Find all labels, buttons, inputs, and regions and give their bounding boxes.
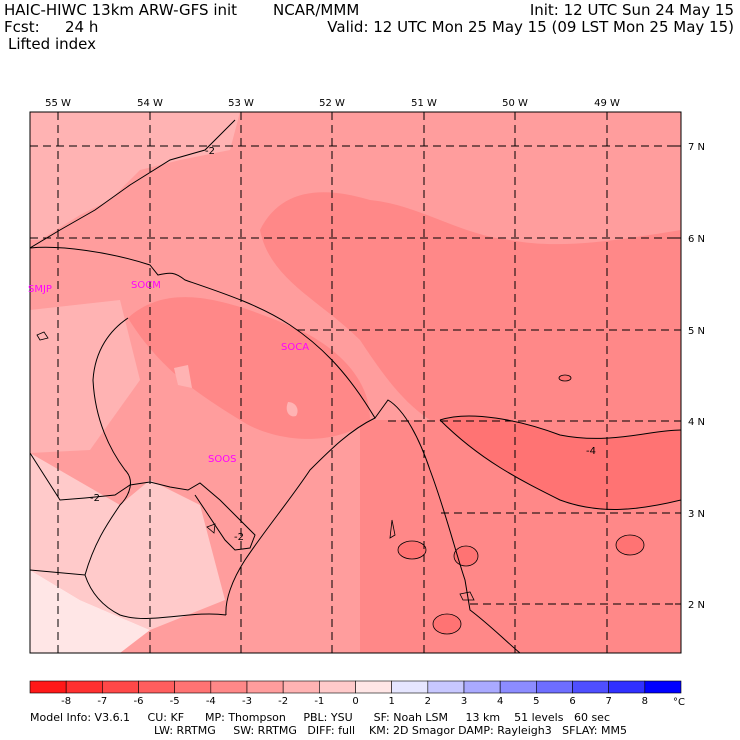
contour-blob bbox=[206, 523, 216, 534]
lat-lon-grid bbox=[30, 112, 681, 653]
init-time: Init: 12 UTC Sun 24 May 15 bbox=[529, 1, 734, 19]
colorbar-tick-label: 4 bbox=[497, 696, 503, 707]
lifted-index-field bbox=[30, 112, 681, 653]
footer-model-info: Model Info: V3.6.1 CU: KF MP: Thompson P… bbox=[30, 711, 610, 724]
station-smjp: SMJP bbox=[28, 284, 52, 295]
colorbar-segment bbox=[102, 680, 139, 694]
contour-blob-2 bbox=[389, 519, 396, 539]
border-suriname-guyana-fr bbox=[30, 317, 131, 576]
colorbar-tick-label: 7 bbox=[605, 696, 611, 707]
contour-minus4-south bbox=[439, 419, 681, 510]
colorbar-segment bbox=[138, 680, 175, 694]
frame-ticks bbox=[57, 112, 681, 605]
colorbar-tick-label: 3 bbox=[461, 696, 467, 707]
light-patch-2 bbox=[286, 402, 298, 417]
region-medium-central bbox=[260, 192, 681, 420]
colorbar-tick-label: -1 bbox=[314, 696, 324, 707]
colorbar-segment bbox=[644, 680, 682, 694]
colorbar-segment bbox=[210, 680, 248, 694]
colorbar-tick-label: -8 bbox=[61, 696, 71, 707]
lon-label-53: 53 W bbox=[228, 98, 254, 109]
colorbar-segment bbox=[391, 680, 429, 694]
region-strong-4 bbox=[440, 415, 681, 510]
region-lightest-sw bbox=[30, 570, 150, 653]
colorbar-tick-label: 8 bbox=[642, 696, 648, 707]
map-frame bbox=[29, 111, 682, 654]
colorbar-tick-label: 0 bbox=[352, 696, 358, 707]
station-socm: SOCM bbox=[131, 280, 161, 291]
region-light-nw bbox=[30, 112, 240, 240]
coastline bbox=[30, 246, 521, 653]
colorbar-unit: °C bbox=[673, 697, 685, 708]
colorbar-segment bbox=[572, 680, 609, 694]
footer-physics-info: LW: RRTMG SW: RRTMG DIFF: full KM: 2D Sm… bbox=[154, 724, 627, 737]
cell-5 bbox=[558, 374, 572, 382]
colorbar-segment bbox=[499, 680, 537, 694]
lat-label-7: 7 N bbox=[688, 142, 705, 153]
model-title: HAIC-HIWC 13km ARW-GFS init bbox=[4, 1, 238, 19]
contour-label-4: -4 bbox=[586, 446, 596, 457]
colorbar-segment bbox=[65, 680, 103, 694]
border-brazil-south bbox=[84, 574, 227, 620]
contour-blob-3 bbox=[459, 591, 475, 601]
station-soca: SOCA bbox=[281, 342, 309, 353]
colorbar-tick-label: 5 bbox=[533, 696, 539, 707]
region-medium-coast bbox=[128, 297, 370, 439]
colorbar-segment bbox=[536, 680, 573, 694]
island-west bbox=[36, 331, 49, 341]
colorbar-tick-label: 6 bbox=[569, 696, 575, 707]
lat-label-6: 6 N bbox=[688, 234, 705, 245]
lat-label-5: 5 N bbox=[688, 326, 705, 337]
lat-label-2: 2 N bbox=[688, 600, 705, 611]
valid-time: Valid: 12 UTC Mon 25 May 15 (09 LST Mon … bbox=[327, 18, 734, 36]
border-brazil-fr bbox=[225, 417, 376, 616]
colorbar-segment bbox=[174, 680, 212, 694]
colorbar-segment bbox=[463, 680, 501, 694]
colorbar-tick-label: 2 bbox=[425, 696, 431, 707]
field-name: Lifted index bbox=[8, 35, 96, 53]
lon-label-55: 55 W bbox=[45, 98, 71, 109]
lat-label-4: 4 N bbox=[688, 417, 705, 428]
colorbar-tick-label: -6 bbox=[134, 696, 144, 707]
colorbar-tick-label: -5 bbox=[170, 696, 180, 707]
colorbar-segment bbox=[355, 680, 392, 694]
contour-label-3: -2 bbox=[234, 532, 244, 543]
colorbar-tick-label: -4 bbox=[206, 696, 216, 707]
colorbar-segment bbox=[282, 680, 320, 694]
cell-2 bbox=[453, 545, 479, 567]
lon-label-50: 50 W bbox=[502, 98, 528, 109]
region-light-sw bbox=[30, 453, 225, 630]
contour-minus4-north bbox=[439, 415, 681, 439]
lon-label-54: 54 W bbox=[137, 98, 163, 109]
cell-1 bbox=[397, 540, 427, 560]
lon-label-51: 51 W bbox=[411, 98, 437, 109]
contour-minus2-north bbox=[30, 119, 236, 249]
light-patch bbox=[174, 365, 192, 388]
contour-minus2-south bbox=[30, 452, 256, 551]
colorbar-segment bbox=[29, 680, 67, 694]
org-label: NCAR/MMM bbox=[273, 1, 360, 19]
forecast-hour: 24 h bbox=[65, 18, 99, 36]
colorbar: -8 -7 -6 -5 -4 -3 -2 -1 0 1 2 3 4 5 6 7 8 bbox=[29, 680, 682, 707]
colorbar-segment bbox=[608, 680, 646, 694]
forecast-label: Fcst: bbox=[4, 18, 40, 36]
colorbar-tick-label: 1 bbox=[388, 696, 394, 707]
colorbar-segment bbox=[427, 680, 465, 694]
colorbar-segment bbox=[246, 680, 284, 694]
lat-label-3: 3 N bbox=[688, 509, 705, 520]
colorbar-tick-label: -2 bbox=[278, 696, 288, 707]
cell-3 bbox=[432, 613, 462, 635]
lon-label-49: 49 W bbox=[594, 98, 620, 109]
lon-label-52: 52 W bbox=[319, 98, 345, 109]
station-soos: SOOS bbox=[208, 454, 236, 465]
cell-4 bbox=[615, 534, 645, 556]
colorbar-tick-label: -7 bbox=[97, 696, 107, 707]
contour-label-2: -2 bbox=[90, 493, 100, 504]
colorbar-segment bbox=[319, 680, 356, 694]
colorbar-tick-label: -3 bbox=[242, 696, 252, 707]
contour-label-1: -2 bbox=[205, 146, 215, 157]
